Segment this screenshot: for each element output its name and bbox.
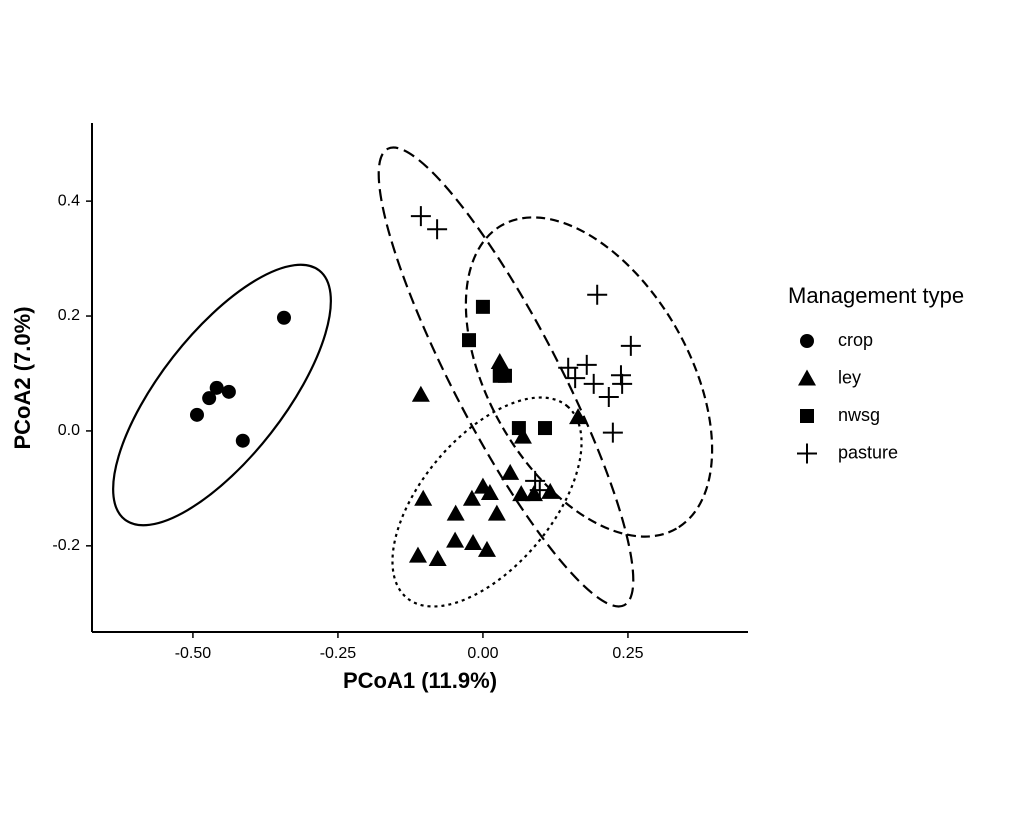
legend-label: crop bbox=[838, 330, 873, 350]
legend-label: ley bbox=[838, 367, 861, 387]
y-tick-label: 0.0 bbox=[58, 422, 80, 439]
legend-marker bbox=[797, 443, 817, 464]
point bbox=[414, 489, 433, 506]
legend-label: pasture bbox=[838, 442, 898, 462]
point bbox=[209, 380, 224, 395]
point bbox=[501, 463, 520, 480]
point bbox=[189, 407, 204, 422]
point bbox=[477, 540, 496, 557]
confidence-ellipse bbox=[464, 216, 714, 538]
point bbox=[446, 504, 465, 521]
point bbox=[565, 368, 586, 389]
point bbox=[235, 433, 250, 448]
x-tick-label: 0.00 bbox=[467, 645, 498, 662]
point bbox=[480, 483, 499, 500]
point bbox=[202, 391, 217, 406]
point bbox=[541, 482, 560, 499]
legend-marker bbox=[800, 334, 814, 348]
point bbox=[411, 385, 430, 402]
point bbox=[569, 408, 588, 425]
point bbox=[490, 352, 509, 369]
point bbox=[492, 368, 507, 383]
x-tick-label: -0.25 bbox=[320, 645, 357, 662]
confidence-ellipse bbox=[377, 146, 635, 608]
legend-marker bbox=[800, 409, 814, 423]
point bbox=[221, 384, 236, 399]
point bbox=[598, 387, 619, 408]
point bbox=[464, 533, 483, 550]
point bbox=[610, 365, 631, 386]
point bbox=[512, 485, 531, 502]
point bbox=[558, 357, 579, 378]
point bbox=[408, 546, 427, 563]
legend-title: Management type bbox=[788, 283, 964, 308]
confidence-ellipse bbox=[112, 263, 332, 527]
point bbox=[525, 470, 546, 491]
point bbox=[487, 504, 506, 521]
x-tick-label: 0.25 bbox=[612, 645, 643, 662]
point bbox=[524, 485, 543, 502]
point bbox=[602, 422, 623, 443]
x-axis-title: PCoA1 (11.9%) bbox=[343, 668, 497, 693]
point bbox=[587, 284, 608, 305]
point bbox=[620, 335, 641, 356]
point bbox=[529, 480, 550, 501]
point bbox=[428, 550, 447, 567]
legend-marker bbox=[798, 369, 816, 386]
point bbox=[576, 354, 597, 375]
point bbox=[513, 427, 532, 444]
y-tick-label: -0.2 bbox=[52, 537, 80, 554]
point bbox=[583, 373, 604, 394]
legend-label: nwsg bbox=[838, 405, 880, 425]
point bbox=[462, 333, 477, 348]
point bbox=[462, 489, 481, 506]
point bbox=[276, 310, 291, 325]
confidence-ellipse bbox=[391, 396, 583, 608]
x-tick-label: -0.50 bbox=[175, 645, 212, 662]
point bbox=[511, 421, 526, 436]
y-tick-label: 0.2 bbox=[58, 307, 80, 324]
y-tick-label: 0.4 bbox=[58, 192, 80, 209]
point bbox=[410, 206, 431, 227]
point bbox=[446, 531, 465, 548]
point bbox=[475, 299, 490, 314]
point bbox=[537, 421, 552, 436]
y-axis-title: PCoA2 (7.0%) bbox=[10, 306, 35, 449]
point bbox=[612, 373, 633, 394]
point bbox=[427, 219, 448, 240]
